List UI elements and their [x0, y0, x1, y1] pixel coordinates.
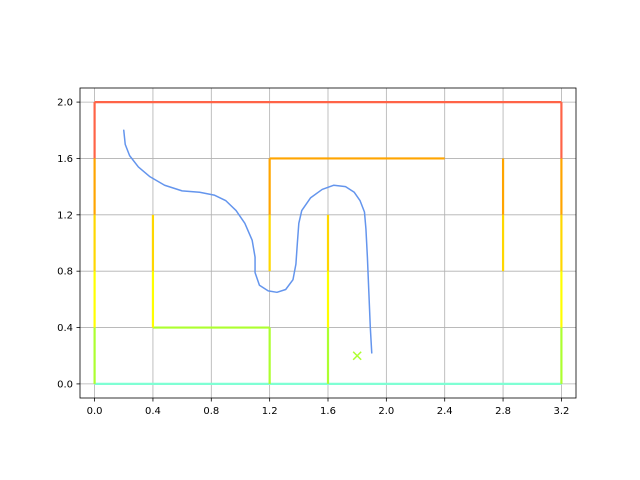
x-tick-label: 3.2 [553, 406, 569, 417]
y-tick-label: 2.0 [57, 98, 73, 109]
y-tick-label: 1.6 [57, 154, 73, 165]
y-tick-label: 0.4 [57, 323, 73, 334]
x-tick-label: 2.0 [378, 406, 394, 417]
y-tick-label: 0.8 [57, 267, 73, 278]
x-tick-label: 1.2 [262, 406, 278, 417]
x-tick-label: 2.8 [495, 406, 511, 417]
x-tick-label: 2.4 [437, 406, 453, 417]
maze-walls [93, 100, 563, 386]
goal-markers [352, 351, 362, 361]
y-tick-label: 1.2 [57, 210, 73, 221]
trajectory-line [123, 129, 373, 354]
goal-marker-stroke [352, 351, 362, 361]
axis-ticks: 0.0 0.4 0.8 1.2 1.6 2.0 2.4 2.8 3.2 0.0 0.4 0.8 1.2 1… [57, 98, 569, 417]
y-tick-label: 0.0 [57, 379, 73, 390]
trajectory-path [123, 129, 373, 354]
x-tick-label: 1.6 [320, 406, 336, 417]
x-tick-label: 0.4 [145, 406, 161, 417]
x-tick-label: 0.0 [87, 406, 103, 417]
x-tick-label: 0.8 [203, 406, 219, 417]
